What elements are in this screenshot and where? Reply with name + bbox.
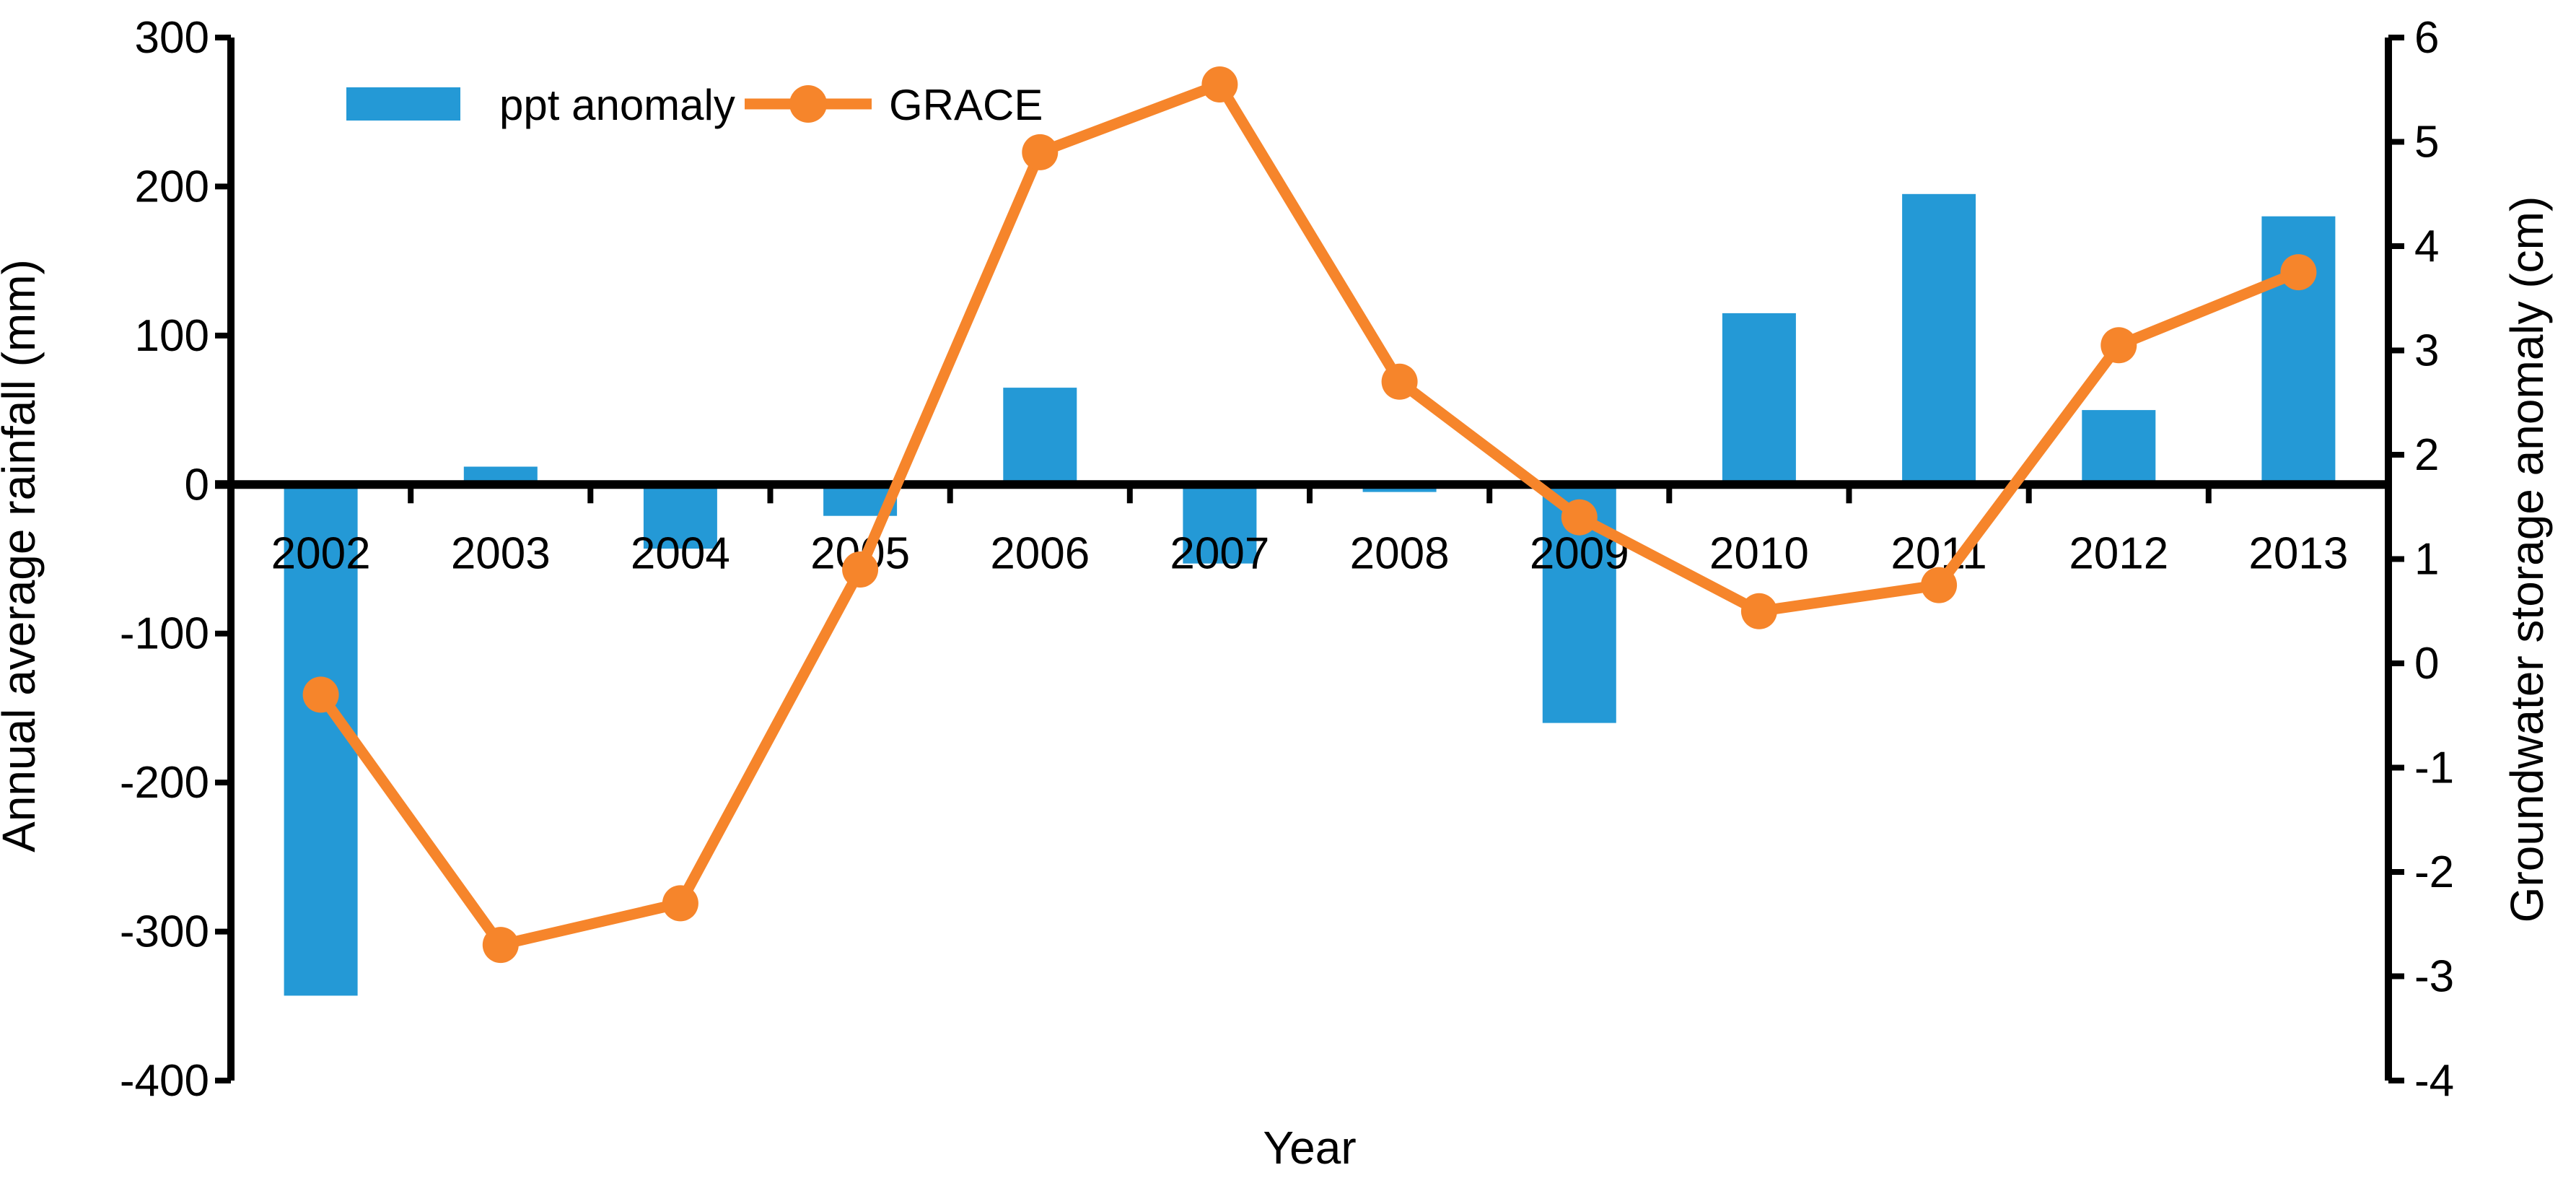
grace-marker-2012	[2100, 327, 2137, 364]
year-label-2008: 2008	[1350, 528, 1450, 578]
left-axis-title: Annual average rainfall (mm)	[0, 259, 45, 852]
left-tick-label: 300	[135, 13, 209, 63]
left-tick-label: -100	[120, 609, 209, 659]
grace-marker-2007	[1201, 66, 1238, 102]
bar-2004	[643, 484, 717, 549]
grace-marker-2004	[662, 885, 698, 922]
left-tick-label: 0	[185, 460, 209, 510]
grace-marker-2010	[1740, 593, 1777, 629]
right-tick-label: -1	[2414, 743, 2454, 793]
legend: ppt anomaly GRACE	[346, 81, 1043, 129]
right-tick-label: 2	[2414, 430, 2439, 480]
year-label-2010: 2010	[1709, 528, 1809, 578]
left-tick-label: 200	[135, 162, 209, 211]
bar-2006	[1003, 388, 1077, 485]
right-tick-label: 5	[2414, 118, 2439, 167]
bar-2010	[1722, 313, 1796, 485]
x-axis-title: Year	[1263, 1122, 1356, 1174]
bar-2007	[1183, 484, 1257, 564]
grace-marker-2005	[842, 551, 879, 588]
left-tick-label: -300	[120, 907, 209, 957]
right-tick-label: 4	[2414, 222, 2439, 271]
grace-marker-2013	[2280, 254, 2317, 291]
right-tick-label: 3	[2414, 326, 2439, 376]
left-tick-label: 100	[135, 311, 209, 361]
year-label-2007: 2007	[1170, 528, 1269, 578]
right-tick-label: 1	[2414, 535, 2439, 585]
year-label-2013: 2013	[2248, 528, 2348, 578]
plot-area: 2002200320042005200620072008200920102011…	[120, 13, 2454, 1106]
grace-marker-2006	[1022, 134, 1059, 170]
bar-2011	[1902, 193, 1976, 485]
right-tick-label: -2	[2414, 847, 2454, 897]
legend-label-ppt-anomaly: ppt anomaly	[499, 81, 735, 129]
grace-line	[315, 79, 2304, 951]
bar-2002	[284, 484, 358, 996]
grace-marker-2011	[1921, 567, 1958, 603]
legend-label-grace: GRACE	[889, 81, 1043, 129]
grace-marker-2008	[1381, 363, 1418, 400]
grace-marker-2009	[1561, 499, 1598, 536]
right-tick-label: -3	[2414, 952, 2454, 1002]
right-axis-title: Groundwater storage anomaly (cm)	[2501, 196, 2553, 923]
year-label-2003: 2003	[451, 528, 551, 578]
year-label-2002: 2002	[271, 528, 371, 578]
year-label-2006: 2006	[990, 528, 1090, 578]
legend-swatch-ppt-anomaly	[346, 87, 460, 121]
grace-marker-2002	[302, 676, 339, 713]
grace-marker-2003	[482, 927, 519, 964]
legend-marker-grace-icon	[789, 85, 827, 123]
year-label-2012: 2012	[2069, 528, 2168, 578]
left-tick-label: -400	[120, 1056, 209, 1106]
right-tick-label: -4	[2414, 1056, 2454, 1106]
year-label-2004: 2004	[631, 528, 730, 578]
bar-2012	[2082, 410, 2156, 485]
left-tick-label: -200	[120, 758, 209, 808]
right-tick-label: 6	[2414, 13, 2439, 63]
right-tick-label: 0	[2414, 639, 2439, 689]
